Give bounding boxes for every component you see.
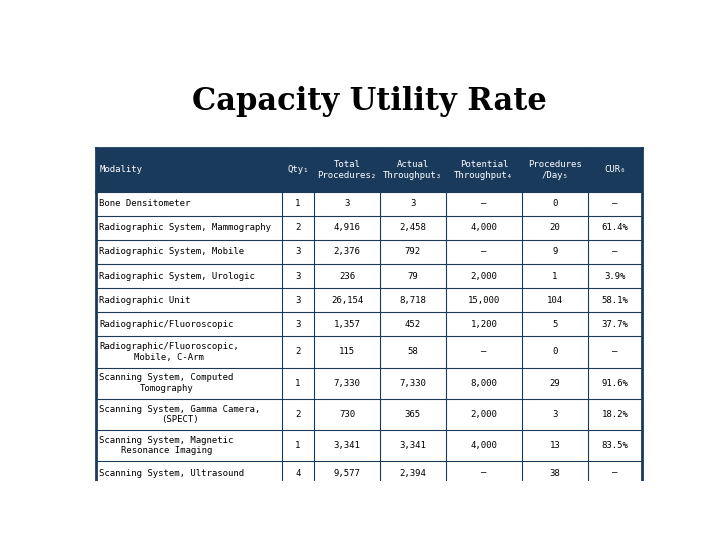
Text: 3: 3: [295, 320, 300, 329]
Text: –: –: [613, 347, 618, 356]
Text: Total
Procedures₂: Total Procedures₂: [318, 160, 377, 180]
Text: –: –: [481, 347, 487, 356]
Text: 1: 1: [295, 199, 300, 208]
Text: 2,394: 2,394: [400, 469, 426, 477]
Bar: [96, 368, 642, 399]
Text: 0: 0: [552, 199, 557, 208]
Text: 29: 29: [549, 379, 560, 388]
Text: 1: 1: [295, 441, 300, 450]
Text: 115: 115: [339, 347, 355, 356]
Text: 58.1%: 58.1%: [602, 295, 629, 305]
Text: 1,357: 1,357: [333, 320, 361, 329]
Text: 9,577: 9,577: [333, 469, 361, 477]
Text: 2: 2: [295, 224, 300, 232]
Text: 1: 1: [552, 272, 557, 280]
Bar: [96, 336, 642, 368]
Text: Radiographic System, Urologic: Radiographic System, Urologic: [99, 272, 256, 280]
Text: 4,000: 4,000: [470, 441, 498, 450]
Bar: [96, 240, 642, 264]
Text: Capacity Utility Rate: Capacity Utility Rate: [192, 85, 546, 117]
Text: Radiographic Unit: Radiographic Unit: [99, 295, 191, 305]
Text: 7,330: 7,330: [333, 379, 361, 388]
Text: 3: 3: [295, 295, 300, 305]
Text: Radiographic System, Mobile: Radiographic System, Mobile: [99, 247, 245, 256]
Text: Bone Densitometer: Bone Densitometer: [99, 199, 191, 208]
Text: 4,916: 4,916: [333, 224, 361, 232]
Text: 2,000: 2,000: [470, 272, 498, 280]
Text: 37.7%: 37.7%: [602, 320, 629, 329]
Text: 1: 1: [295, 379, 300, 388]
Text: 26,154: 26,154: [331, 295, 364, 305]
Text: 3,341: 3,341: [333, 441, 361, 450]
Text: CUR₆: CUR₆: [604, 165, 626, 174]
Text: 236: 236: [339, 272, 355, 280]
Text: 3: 3: [295, 272, 300, 280]
Text: Modality: Modality: [99, 165, 143, 174]
Text: 2,458: 2,458: [400, 224, 426, 232]
Text: 20: 20: [549, 224, 560, 232]
Text: 9: 9: [552, 247, 557, 256]
Text: 452: 452: [405, 320, 420, 329]
Text: 61.4%: 61.4%: [602, 224, 629, 232]
Text: 3.9%: 3.9%: [604, 272, 626, 280]
Text: 79: 79: [408, 272, 418, 280]
Text: Scanning System, Ultrasound: Scanning System, Ultrasound: [99, 469, 245, 477]
Text: 18.2%: 18.2%: [602, 410, 629, 419]
Text: 1,200: 1,200: [470, 320, 498, 329]
Text: Radiographic/Fluoroscopic,
Mobile, C-Arm: Radiographic/Fluoroscopic, Mobile, C-Arm: [99, 342, 239, 362]
Text: Procedures
/Day₅: Procedures /Day₅: [528, 160, 582, 180]
Bar: [96, 399, 642, 430]
Text: Qty₁: Qty₁: [287, 165, 309, 174]
Text: Actual
Throughput₃: Actual Throughput₃: [383, 160, 442, 180]
Text: 15,000: 15,000: [468, 295, 500, 305]
Text: –: –: [613, 469, 618, 477]
Text: 3: 3: [344, 199, 350, 208]
Text: 38: 38: [549, 469, 560, 477]
Text: 2: 2: [295, 347, 300, 356]
Text: 3: 3: [410, 199, 415, 208]
Bar: [96, 148, 642, 192]
Text: 3,341: 3,341: [400, 441, 426, 450]
Text: –: –: [481, 199, 487, 208]
Text: Potential
Throughput₄: Potential Throughput₄: [454, 160, 513, 180]
Bar: [96, 312, 642, 336]
Text: 4,000: 4,000: [470, 224, 498, 232]
Text: 91.6%: 91.6%: [602, 379, 629, 388]
Text: 58: 58: [408, 347, 418, 356]
Text: 365: 365: [405, 410, 420, 419]
Bar: [96, 430, 642, 461]
Text: –: –: [613, 247, 618, 256]
Text: 5: 5: [552, 320, 557, 329]
Text: Scanning System, Computed
Tomography: Scanning System, Computed Tomography: [99, 373, 234, 393]
Text: 730: 730: [339, 410, 355, 419]
Text: 792: 792: [405, 247, 420, 256]
Text: 2,000: 2,000: [470, 410, 498, 419]
Bar: [96, 288, 642, 312]
Text: 2: 2: [295, 410, 300, 419]
Text: 0: 0: [552, 347, 557, 356]
Text: Scanning System, Magnetic
Resonance Imaging: Scanning System, Magnetic Resonance Imag…: [99, 436, 234, 455]
Text: 7,330: 7,330: [400, 379, 426, 388]
Bar: [96, 216, 642, 240]
Text: 3: 3: [552, 410, 557, 419]
Bar: [96, 461, 642, 485]
Text: –: –: [481, 247, 487, 256]
Text: 8,718: 8,718: [400, 295, 426, 305]
Text: 104: 104: [547, 295, 563, 305]
Text: 3: 3: [295, 247, 300, 256]
Text: 2,376: 2,376: [333, 247, 361, 256]
Text: 8,000: 8,000: [470, 379, 498, 388]
Bar: [96, 192, 642, 216]
Text: –: –: [481, 469, 487, 477]
Text: Radiographic/Fluoroscopic: Radiographic/Fluoroscopic: [99, 320, 234, 329]
Text: Scanning System, Gamma Camera,
(SPECT): Scanning System, Gamma Camera, (SPECT): [99, 404, 261, 424]
Text: Radiographic System, Mammography: Radiographic System, Mammography: [99, 224, 271, 232]
Text: 83.5%: 83.5%: [602, 441, 629, 450]
Text: 4: 4: [295, 469, 300, 477]
Bar: [96, 264, 642, 288]
Text: 13: 13: [549, 441, 560, 450]
Text: –: –: [613, 199, 618, 208]
